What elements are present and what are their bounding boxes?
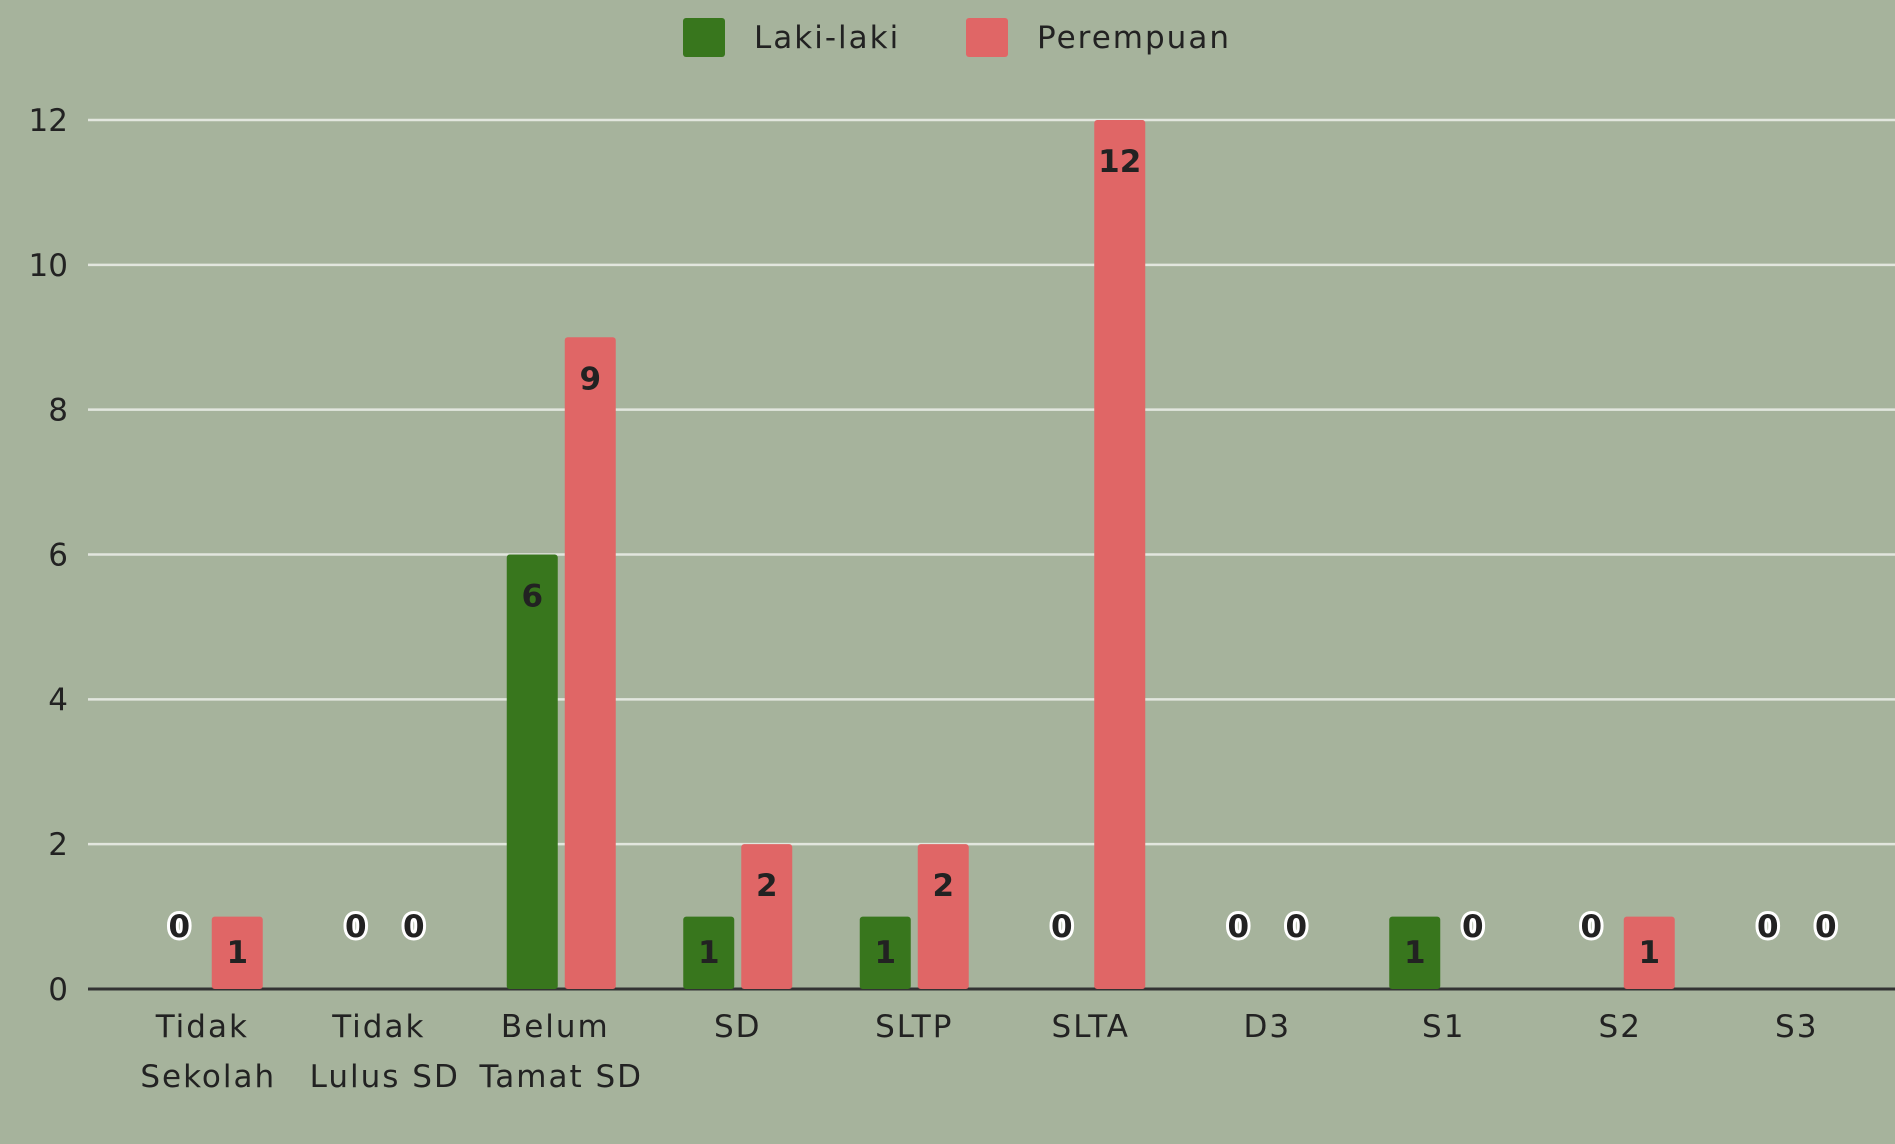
data-label: 0	[1757, 909, 1779, 945]
y-tick-label: 4	[48, 682, 68, 718]
bar	[1389, 916, 1441, 989]
bar	[506, 554, 558, 989]
y-tick-label: 2	[48, 827, 68, 863]
data-label: 9	[579, 361, 601, 397]
data-label: 0	[403, 909, 425, 945]
x-tick-line: S3	[1775, 1009, 1818, 1045]
y-tick-label: 10	[29, 248, 68, 284]
x-tick-line: Tamat SD	[478, 1059, 643, 1095]
x-tick-label: SLTA	[1052, 1009, 1130, 1045]
data-label: 2	[932, 868, 954, 904]
data-label: 6	[521, 579, 543, 615]
x-tick-line: SD	[714, 1009, 762, 1045]
bar	[741, 844, 793, 989]
y-tick-label: 6	[48, 538, 68, 574]
legend-label: Laki-laki	[754, 20, 900, 56]
x-tick-line: Sekolah	[140, 1059, 276, 1095]
legend-swatch	[683, 18, 725, 57]
bar	[683, 916, 735, 989]
data-label: 0	[1227, 909, 1249, 945]
x-tick-line: Belum	[501, 1009, 622, 1045]
data-label: 1	[874, 935, 896, 971]
y-tick-label: 12	[29, 103, 68, 139]
y-tick-label: 0	[48, 972, 68, 1008]
data-label: 1	[1404, 935, 1426, 971]
data-label: 1	[698, 935, 720, 971]
data-label: 2	[756, 868, 778, 904]
x-tick-label: S1	[1422, 1009, 1465, 1045]
x-tick-line: Tidak	[331, 1009, 437, 1045]
x-tick-line: D3	[1243, 1009, 1291, 1045]
x-tick-line: Tidak	[155, 1009, 261, 1045]
x-tick-label: D3	[1243, 1009, 1291, 1045]
x-tick-line: SLTP	[875, 1009, 953, 1045]
x-tick-label: S3	[1775, 1009, 1818, 1045]
data-label: 0	[1285, 909, 1307, 945]
legend-label: Perempuan	[1037, 20, 1231, 56]
bar	[917, 844, 969, 989]
data-label: 0	[1580, 909, 1602, 945]
x-tick-line: S1	[1422, 1009, 1465, 1045]
x-tick-label: SD	[714, 1009, 762, 1045]
bar	[564, 337, 616, 989]
data-label: 0	[345, 909, 367, 945]
data-label: 0	[1051, 909, 1073, 945]
bar	[1094, 120, 1146, 989]
x-tick-label: Tidak Lulus SD	[310, 1009, 460, 1095]
y-tick-label: 8	[48, 393, 68, 429]
data-label: 1	[226, 935, 248, 971]
data-label: 0	[168, 909, 190, 945]
bar	[211, 916, 263, 989]
legend-swatch	[966, 18, 1008, 57]
data-label: 0	[1462, 909, 1484, 945]
x-tick-label: S2	[1599, 1009, 1642, 1045]
x-tick-label: Tidak Sekolah	[140, 1009, 276, 1095]
data-label: 1	[1638, 935, 1660, 971]
x-tick-line: S2	[1599, 1009, 1642, 1045]
data-label: 0	[1815, 909, 1837, 945]
x-tick-line: Lulus SD	[310, 1059, 460, 1095]
bar	[859, 916, 911, 989]
data-label: 12	[1098, 144, 1141, 180]
x-tick-line: SLTA	[1052, 1009, 1130, 1045]
x-tick-label: Belum Tamat SD	[478, 1009, 643, 1095]
x-tick-label: SLTP	[875, 1009, 953, 1045]
bar	[1623, 916, 1675, 989]
